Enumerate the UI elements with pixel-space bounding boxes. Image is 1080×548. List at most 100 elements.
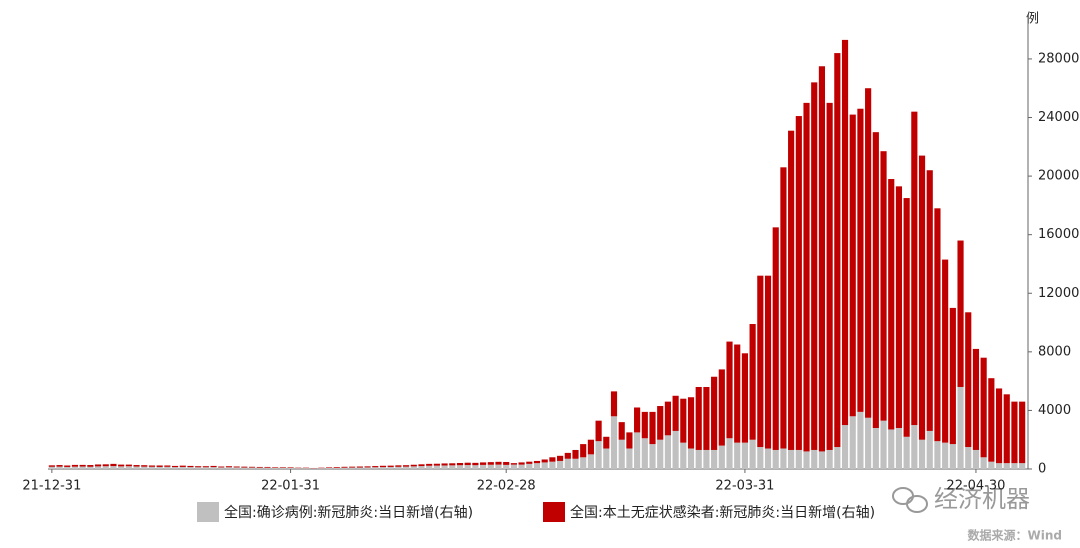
bar-segment [356,467,363,469]
x-tick-label: 22-01-31 [261,479,320,494]
bar-segment [687,397,695,449]
bar-segment [926,430,933,469]
wechat-icon [892,487,928,513]
bar-segment [118,466,125,469]
bar-segment [995,463,1003,469]
bar-segment [87,466,94,469]
bar-segment [603,436,610,449]
bar-segment [726,341,733,439]
bar-segment [618,439,625,469]
bar-segment [410,466,417,469]
bar-segment [980,457,987,469]
bar-segment [1019,401,1026,464]
bar-segment [480,464,487,469]
bar-segment [926,170,933,431]
bar-segment [541,459,548,463]
bar-segment [841,39,849,426]
bar-segment [125,466,132,469]
bar-segment [364,466,371,468]
bar-segment [472,462,479,466]
bar-segment [1011,401,1018,464]
bar-segment [510,464,517,469]
bar-segment [179,465,186,467]
bar-segment [287,467,294,468]
bar-segment [372,467,379,469]
bar-segment [1003,394,1010,464]
bar-segment [133,466,140,469]
bar-segment [1019,463,1026,469]
bar-segment [657,439,664,469]
bar-segment [564,452,571,459]
bar-segment [94,464,102,467]
y-tick-label: 12000 [1038,286,1079,301]
bar-segment [387,466,394,469]
bar-segment [557,460,564,469]
bar-segment [341,466,348,468]
bar-segment [202,466,209,468]
bar-segment [241,466,248,468]
bar-segment [325,467,333,468]
bar-segment [503,464,510,469]
bar-segment [803,102,810,452]
bar-segment [225,466,233,468]
bar-segment [202,467,209,469]
bar-segment [248,467,256,469]
bar-segment [572,449,579,459]
bar-segment [918,439,926,469]
bar-segment [94,466,102,469]
bar-segment [942,259,949,443]
bar-segment [495,461,502,465]
bar-segment [934,208,941,442]
y-unit: 例 [1026,12,1039,27]
bar-segment [110,466,117,469]
bar-segment [56,466,63,469]
bar-segment [880,420,887,469]
bar-segment [895,186,903,428]
bar-segment [834,447,841,469]
bar-segment [64,466,71,469]
bar-segment [487,462,494,465]
bar-segment [626,432,633,449]
bar-segment [634,407,641,433]
x-tick-label: 22-04-30 [946,479,1005,494]
bar-segment [395,466,402,469]
bar-segment [580,444,587,458]
bar-segment [603,448,610,469]
bar-segment [841,425,849,469]
bar-segment [472,465,479,469]
bar-segment [156,466,163,469]
bar-segment [164,466,171,469]
bar-segment [464,465,471,469]
legend-label: 全国:本土无症状感染者:新冠肺炎:当日新增(右轴) [570,504,875,521]
bar-segment [141,465,148,467]
bar-segment [272,467,279,468]
y-tick-label: 28000 [1038,51,1079,66]
x-tick-label: 22-02-28 [477,479,536,494]
bar-segment [302,468,310,469]
legend-swatch [197,502,219,522]
bar-segment [741,353,749,443]
bar-segment [811,449,818,469]
bar-segment [341,467,348,469]
bar-segment [195,466,202,468]
bar-segment [818,451,826,469]
bar-segment [780,448,787,469]
bar-segment [903,436,910,469]
bar-segment [256,466,263,468]
bar-segment [264,466,271,468]
bar-segment [333,467,340,469]
bar-segment [325,467,333,469]
legend-label: 全国:确诊病例:新冠肺炎:当日新增(右轴) [224,504,473,521]
bar-segment [595,441,602,469]
bar-segment [464,462,471,466]
bar-segment [549,457,556,462]
bar-segment [649,444,656,469]
bar-segment [64,465,71,467]
bar-segment [218,467,225,469]
bar-segment [726,438,733,469]
source: 数据来源：Wind [968,528,1062,543]
bar-segment [834,53,841,448]
bar-segment [572,458,579,469]
bar-segment [110,463,117,467]
